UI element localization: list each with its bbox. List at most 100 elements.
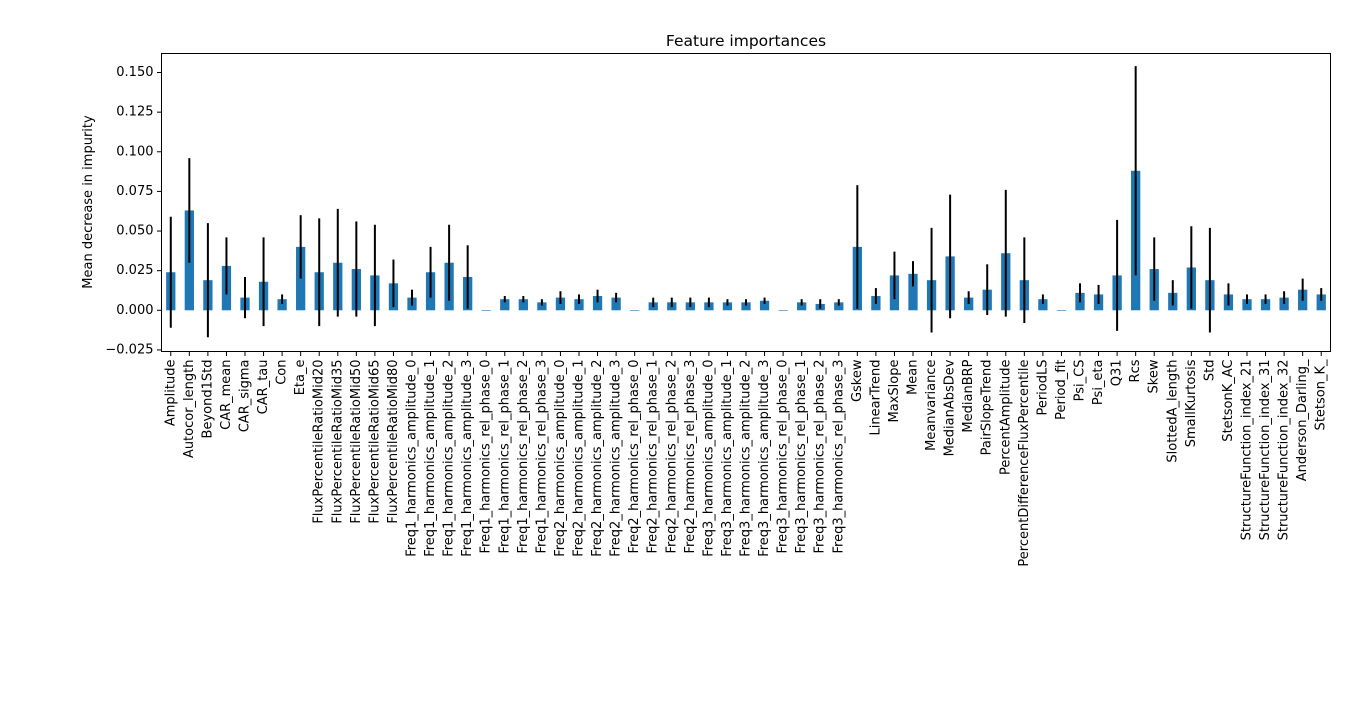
x-tick-label: MaxSlope	[887, 360, 902, 423]
x-tick-label: FluxPercentileRatioMid80	[386, 360, 401, 524]
bar	[611, 297, 621, 311]
x-tick-label: MedianAbsDev	[943, 359, 958, 456]
y-axis: −0.025 0.000 0.025 0.050 0.075 0.100 0.125 0.15…	[105, 65, 162, 357]
x-tick-label: Freq1_harmonics_rel_phase_2	[516, 360, 531, 554]
x-tick-label: FluxPercentileRatioMid50	[349, 360, 364, 524]
x-tick-label: Freq3_harmonics_amplitude_2	[739, 360, 754, 557]
x-tick-label: PairSlopeTrend	[980, 360, 995, 456]
x-tick-label: Con	[275, 360, 290, 385]
y-tick-label: 0.150	[116, 65, 153, 80]
x-tick-label: Amplitude	[163, 360, 178, 427]
chart-title: Feature importances	[666, 32, 826, 50]
bar	[500, 299, 510, 311]
x-tick-label: Freq3_harmonics_amplitude_0	[701, 360, 716, 557]
bar	[778, 310, 788, 311]
bar	[797, 302, 807, 311]
plot-frame	[161, 53, 1331, 352]
x-tick-label: Freq2_harmonics_rel_phase_1	[646, 360, 661, 554]
x-tick-label: PeriodLS	[1035, 360, 1050, 416]
x-tick-label: Q31	[1110, 360, 1125, 387]
bar	[277, 299, 287, 311]
x-tick-label: Stetson_K_	[1314, 359, 1329, 430]
bar	[518, 299, 528, 311]
x-tick-label: Rcs	[1128, 359, 1143, 382]
bar	[741, 302, 751, 311]
x-tick-label: FluxPercentileRatioMid35	[330, 360, 345, 524]
x-tick-label: Beyond1Std	[200, 360, 215, 439]
y-tick-label: 0.000	[116, 303, 153, 318]
x-tick-label: CAR_tau	[256, 360, 271, 415]
x-tick-label: Freq2_harmonics_amplitude_2	[590, 360, 605, 557]
x-tick-label: Freq3_harmonics_amplitude_3	[757, 360, 772, 557]
x-tick-label: Freq2_harmonics_rel_phase_2	[664, 360, 679, 554]
bar	[759, 300, 770, 311]
bar	[481, 310, 491, 311]
x-tick-label: Freq2_harmonics_amplitude_1	[572, 360, 587, 557]
x-tick-label: SlottedA_length	[1165, 360, 1180, 463]
x-tick-label: Freq2_harmonics_rel_phase_3	[683, 360, 698, 554]
x-tick-label: Gskew	[850, 359, 865, 402]
bar	[537, 302, 547, 311]
bar	[1038, 299, 1048, 311]
y-tick-label: 0.075	[116, 184, 153, 199]
bar	[1316, 294, 1326, 311]
x-tick-label: Freq1_harmonics_amplitude_2	[442, 360, 457, 557]
x-tick-label: Freq1_harmonics_rel_phase_3	[534, 360, 549, 554]
x-tick-label: LinearTrend	[868, 360, 883, 436]
x-tick-label: StructureFunction_index_31	[1258, 360, 1273, 541]
x-tick-label: StructureFunction_index_21	[1240, 360, 1255, 541]
bar	[722, 302, 733, 311]
x-tick-label: Period_fit	[1054, 360, 1069, 420]
bar	[574, 299, 584, 311]
x-tick-label: Freq3_harmonics_rel_phase_2	[813, 360, 828, 554]
y-tick-label: 0.100	[116, 144, 153, 159]
bar	[1242, 299, 1252, 311]
y-tick-label: 0.125	[116, 105, 153, 120]
error-bars-group	[169, 66, 1323, 338]
x-tick-label: Skew	[1147, 359, 1162, 393]
x-tick-label: Freq1_harmonics_amplitude_3	[460, 360, 475, 557]
bar	[1056, 310, 1067, 311]
x-tick-label: Freq3_harmonics_amplitude_1	[720, 360, 735, 557]
x-tick-label: Freq1_harmonics_rel_phase_0	[479, 360, 494, 554]
bars-group	[166, 170, 1326, 311]
x-tick-label: Mean	[906, 360, 921, 395]
bar	[834, 302, 844, 311]
x-tick-label: Freq3_harmonics_rel_phase_1	[794, 360, 809, 554]
y-tick-label: 0.050	[116, 224, 153, 239]
x-tick-label: CAR_mean	[219, 360, 234, 430]
y-axis-label: Mean decrease in impurity	[81, 115, 96, 289]
x-tick-label: Std	[1202, 360, 1217, 382]
x-tick-label: MedianBRP	[961, 359, 976, 432]
bar	[630, 310, 640, 311]
x-tick-label: CAR_sigma	[238, 360, 253, 433]
x-tick-label: FluxPercentileRatioMid20	[312, 360, 327, 524]
x-tick-label: Autocor_length	[182, 360, 197, 459]
x-tick-label: PercentAmplitude	[998, 360, 1013, 476]
x-tick-label: StructureFunction_index_32	[1277, 360, 1292, 541]
x-tick-label: Psi_CS	[1073, 360, 1088, 402]
bar	[908, 273, 918, 311]
x-tick-label: FluxPercentileRatioMid65	[367, 360, 382, 524]
x-tick-label: Freq2_harmonics_rel_phase_0	[627, 360, 642, 554]
bar	[1260, 299, 1271, 311]
x-tick-label: Freq2_harmonics_amplitude_3	[609, 360, 624, 557]
x-tick-label: Freq1_harmonics_amplitude_0	[405, 360, 420, 557]
y-tick-label: −0.025	[105, 342, 153, 357]
bar	[592, 296, 603, 311]
x-tick-label: Eta_e	[293, 360, 308, 396]
x-tick-label: Anderson_Darling_	[1295, 359, 1310, 481]
x-tick-label: Freq2_harmonics_amplitude_0	[553, 360, 568, 557]
x-tick-label: Meanvariance	[924, 360, 939, 451]
x-tick-label: Freq1_harmonics_rel_phase_1	[497, 360, 512, 554]
x-tick-label: Freq3_harmonics_rel_phase_0	[776, 360, 791, 554]
y-tick-label: 0.025	[116, 263, 153, 278]
x-tick-label: Psi_eta	[1091, 360, 1106, 406]
x-tick-label: StetsonK_AC	[1221, 360, 1236, 442]
x-axis: Amplitude Autocor_length Beyond1Std CAR_mea…	[163, 351, 1329, 567]
x-tick-label: SmallKurtosis	[1184, 359, 1199, 447]
x-tick-label: Freq3_harmonics_rel_phase_3	[831, 360, 846, 554]
x-tick-label: PercentDifferenceFluxPercentile	[1017, 359, 1032, 566]
x-tick-label: Freq1_harmonics_amplitude_1	[423, 360, 438, 557]
